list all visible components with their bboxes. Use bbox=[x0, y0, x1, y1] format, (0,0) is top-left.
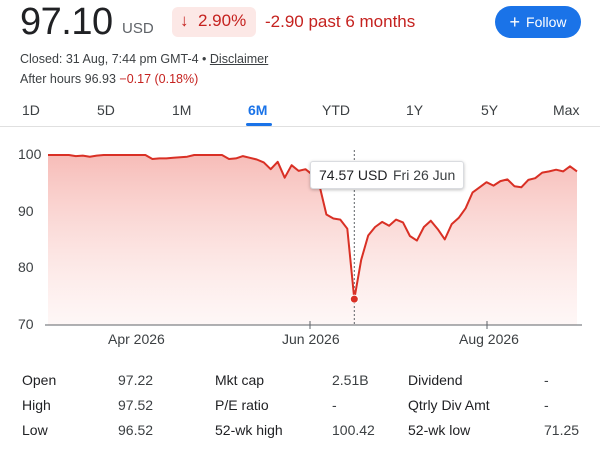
chart-area bbox=[48, 155, 577, 325]
y-tick-label: 90 bbox=[18, 203, 34, 219]
tab-1d[interactable]: 1D bbox=[22, 102, 40, 118]
arrow-down-icon: ↓ bbox=[180, 11, 189, 30]
y-tick-label: 70 bbox=[18, 316, 34, 332]
stat-label-open: Open bbox=[22, 372, 57, 388]
disclaimer-link[interactable]: Disclaimer bbox=[209, 52, 269, 66]
after-hours-change: −0.17 (0.18%) bbox=[119, 72, 199, 86]
plus-icon: + bbox=[509, 12, 521, 32]
tooltip-date: Fri 26 Jun bbox=[393, 167, 456, 183]
stat-label-pe-ratio: P/E ratio bbox=[215, 397, 269, 413]
stock-price: 97.10 bbox=[20, 1, 113, 43]
active-tab-indicator bbox=[246, 123, 272, 126]
after-hours-price: After hours 96.93 bbox=[20, 72, 116, 86]
x-tick-label: Aug 2026 bbox=[459, 331, 519, 347]
tab-6m[interactable]: 6M bbox=[248, 102, 268, 118]
stat-value-qtrly-div: - bbox=[544, 397, 549, 413]
stat-value-dividend: - bbox=[544, 372, 549, 388]
stat-value-52wk-high: 100.42 bbox=[332, 422, 375, 438]
tab-5d[interactable]: 5D bbox=[97, 102, 115, 118]
change-badge bbox=[172, 7, 256, 37]
stat-label-dividend: Dividend bbox=[408, 372, 463, 388]
tab-ytd[interactable]: YTD bbox=[322, 102, 350, 118]
tabs-divider bbox=[0, 126, 600, 127]
closed-text: Closed: 31 Aug, 7:44 pm GMT-4 • bbox=[20, 52, 207, 66]
stat-label-qtrly-div: Qtrly Div Amt bbox=[408, 397, 490, 413]
stat-label-52wk-high: 52-wk high bbox=[215, 422, 283, 438]
y-tick-label: 80 bbox=[18, 259, 34, 275]
stat-label-high: High bbox=[22, 397, 51, 413]
change-absolute: -2.90 past 6 months bbox=[265, 12, 416, 31]
change-percent: 2.90% bbox=[198, 11, 247, 30]
x-tick-label: Jun 2026 bbox=[282, 331, 340, 347]
tab-5y[interactable]: 5Y bbox=[481, 102, 499, 118]
tooltip-value: 74.57 USD bbox=[319, 167, 388, 183]
stat-value-52wk-low: 71.25 bbox=[544, 422, 580, 438]
after-hours-info: After hours 96.93 −0.17 (0.18%) bbox=[20, 72, 198, 86]
stat-value-high: 97.52 bbox=[118, 397, 154, 413]
stat-label-mkt-cap: Mkt cap bbox=[215, 372, 265, 388]
tab-max[interactable]: Max bbox=[553, 102, 580, 118]
y-tick-label: 100 bbox=[18, 146, 42, 162]
stat-value-mkt-cap: 2.51B bbox=[332, 372, 369, 388]
stat-label-52wk-low: 52-wk low bbox=[408, 422, 471, 438]
stat-value-open: 97.22 bbox=[118, 372, 154, 388]
stat-label-low: Low bbox=[22, 422, 48, 438]
stat-value-low: 96.52 bbox=[118, 422, 154, 438]
closed-info: Closed: 31 Aug, 7:44 pm GMT-4 • Disclaim… bbox=[20, 52, 268, 66]
stat-value-pe-ratio: - bbox=[332, 397, 337, 413]
highlight-point bbox=[349, 294, 359, 304]
chart-canvas bbox=[45, 150, 582, 329]
follow-button[interactable]: + Follow bbox=[495, 6, 581, 38]
tab-1m[interactable]: 1M bbox=[172, 102, 192, 118]
chart-tooltip: 74.57 USD Fri 26 Jun bbox=[310, 161, 464, 189]
tab-1y[interactable]: 1Y bbox=[406, 102, 424, 118]
follow-label: Follow bbox=[526, 14, 567, 30]
currency-label: USD bbox=[122, 20, 154, 37]
x-tick-label: Apr 2026 bbox=[108, 331, 165, 347]
